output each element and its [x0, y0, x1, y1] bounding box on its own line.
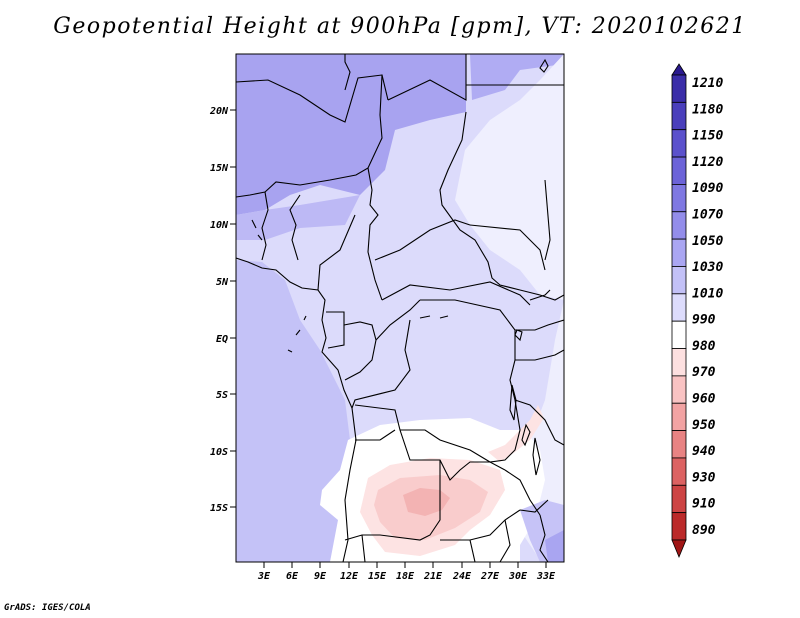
lat-label: 15N [210, 163, 229, 174]
lat-label: 5N [216, 277, 229, 288]
country-boundaries [236, 54, 564, 562]
colorbar-label: 890 [692, 523, 716, 538]
chart-title: Geopotential Height at 900hPa [gpm], VT:… [53, 14, 747, 39]
colorbar-label: 960 [692, 392, 716, 407]
map-frame [235, 53, 565, 563]
colorbar-label: 1150 [692, 129, 723, 144]
colorbar-label: 940 [692, 444, 716, 459]
longitude-axis: 3E 6E 9E 12E 15E 18E 21E 24E 27E 30E 33E [257, 562, 556, 582]
map-panel: 20N 15N 10N 5N EQ 5S 10S 15S 3E 6E 9E 12… [209, 53, 565, 582]
lon-label: 9E [314, 571, 327, 582]
lon-label: 15E [368, 571, 387, 582]
lon-label: 18E [396, 571, 415, 582]
colorbar-label: 1120 [692, 155, 723, 170]
lat-label: 10N [210, 220, 229, 231]
colorbar-label: 980 [692, 339, 716, 354]
colorbar-bin [671, 184, 687, 213]
lat-label: 15S [210, 503, 228, 514]
lon-label: 21E [423, 571, 443, 582]
colorbar-label: 1030 [692, 260, 723, 275]
lon-label: 3E [257, 571, 271, 582]
colorbar-label: 1070 [692, 207, 723, 222]
lon-label: 33E [536, 571, 556, 582]
colorbar-bin [671, 348, 687, 377]
colorbar-label: 1010 [692, 286, 723, 301]
latitude-axis: 20N 15N 10N 5N EQ 5S 10S 15S [209, 106, 236, 514]
colorbar-bin [671, 484, 687, 514]
colorbar: 1210 1180 1150 1120 1090 1070 1050 1030 1010 990 9… [671, 63, 723, 559]
colorbar-label: 930 [692, 470, 716, 485]
lat-label: EQ [216, 334, 228, 345]
colorbar-bin [671, 74, 687, 103]
lat-label: 10S [210, 447, 228, 458]
lon-label: 6E [286, 571, 299, 582]
lat-label: 5S [216, 390, 228, 401]
colorbar-label: 1180 [692, 102, 723, 117]
lon-label: 30E [508, 571, 528, 582]
colorbar-bin [671, 293, 687, 322]
colorbar-bin [671, 457, 687, 486]
colorbar-top-arrow [671, 63, 687, 76]
colorbar-bin [671, 238, 687, 267]
colorbar-label: 970 [692, 365, 716, 380]
colorbar-bin [671, 375, 687, 404]
colorbar-bin [671, 266, 687, 295]
colorbar-bin [671, 512, 687, 541]
colorbar-bin [671, 430, 687, 459]
colorbar-label: 910 [692, 497, 716, 512]
colorbar-bin [671, 211, 687, 240]
colorbar-bin [671, 101, 687, 131]
lon-label: 27E [480, 571, 500, 582]
height-field [236, 54, 564, 562]
lat-label: 20N [209, 106, 229, 117]
colorbar-label: 990 [692, 313, 716, 328]
lon-label: 24E [452, 571, 472, 582]
colorbar-bin [671, 402, 687, 431]
colorbar-label: 1090 [692, 181, 723, 196]
colorbar-bin [671, 320, 687, 349]
grads-credit: GrADS: IGES/COLA [4, 603, 91, 613]
colorbar-label: 1210 [692, 76, 723, 91]
lon-label: 12E [340, 571, 359, 582]
colorbar-bin [671, 129, 687, 158]
colorbar-bin [671, 156, 687, 185]
colorbar-label: 1050 [692, 234, 723, 249]
colorbar-bottom-arrow [671, 539, 687, 559]
colorbar-label: 950 [692, 418, 716, 433]
